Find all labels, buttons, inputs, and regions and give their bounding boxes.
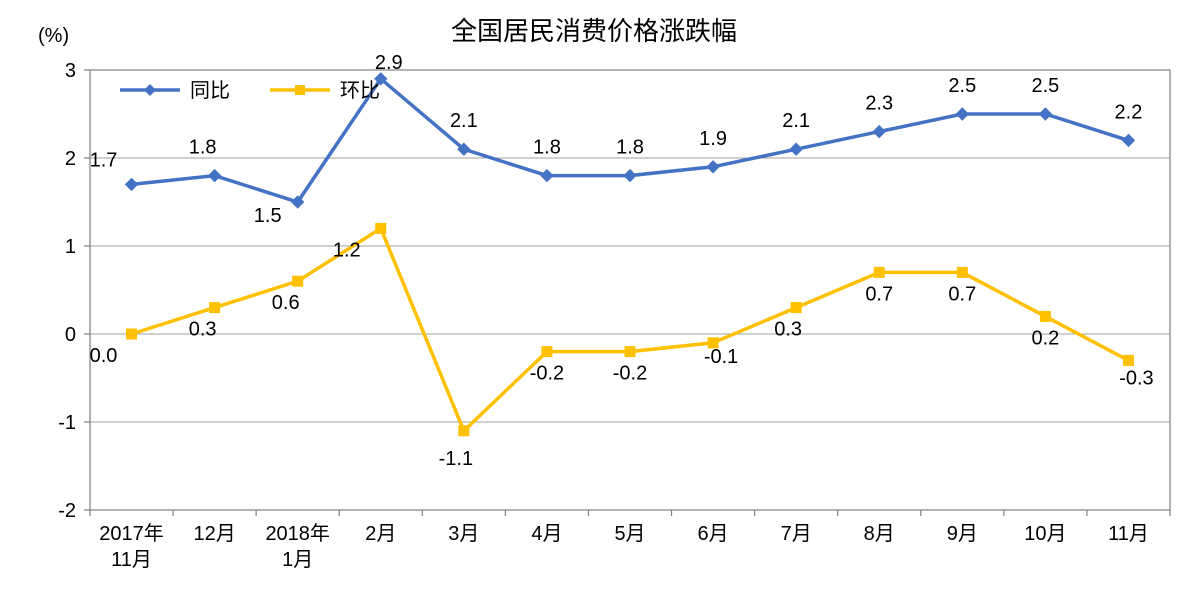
x-tick-label: 5月 bbox=[614, 523, 645, 545]
data-label-环比: -0.2 bbox=[613, 363, 647, 385]
marker-环比 bbox=[957, 267, 967, 277]
data-label-同比: 2.1 bbox=[782, 110, 810, 132]
legend-marker bbox=[295, 85, 305, 95]
x-tick-label: 2017年 bbox=[99, 522, 164, 545]
x-tick-label: 8月 bbox=[864, 523, 895, 545]
data-label-环比: 0.3 bbox=[774, 319, 802, 341]
data-label-环比: 0.3 bbox=[189, 319, 217, 341]
marker-环比 bbox=[293, 276, 303, 286]
marker-环比 bbox=[542, 347, 552, 357]
data-label-同比: 2.1 bbox=[450, 110, 478, 132]
x-tick-label: 1月 bbox=[282, 549, 313, 571]
y-tick-label: -1 bbox=[58, 412, 76, 434]
x-tick-label: 11月 bbox=[1108, 523, 1149, 545]
y-tick-label: 0 bbox=[65, 324, 76, 346]
data-label-环比: -0.3 bbox=[1119, 367, 1153, 389]
x-tick-label: 12月 bbox=[193, 523, 235, 545]
x-tick-label: 11月 bbox=[111, 549, 152, 571]
data-label-环比: -0.1 bbox=[704, 346, 738, 368]
y-tick-label: 3 bbox=[65, 60, 76, 82]
x-tick-label: 10月 bbox=[1024, 523, 1066, 545]
data-label-同比: 1.7 bbox=[90, 149, 118, 171]
marker-环比 bbox=[874, 267, 884, 277]
marker-环比 bbox=[1040, 311, 1050, 321]
data-label-同比: 2.5 bbox=[948, 75, 976, 97]
marker-环比 bbox=[1123, 355, 1133, 365]
marker-环比 bbox=[625, 347, 635, 357]
data-label-同比: 2.9 bbox=[375, 52, 403, 74]
data-label-环比: 0.0 bbox=[90, 345, 118, 367]
data-label-同比: 2.3 bbox=[865, 93, 893, 115]
data-label-环比: 0.7 bbox=[948, 283, 976, 305]
data-label-同比: 1.8 bbox=[533, 137, 561, 159]
data-label-同比: 1.5 bbox=[254, 205, 282, 227]
cpi-chart: 全国居民消费价格涨跌幅 (%) -2 -1 0 1 2 3 2017年 11月 12月 2018年 1月… bbox=[0, 0, 1188, 602]
data-label-同比: 1.8 bbox=[189, 137, 217, 159]
marker-环比 bbox=[127, 329, 137, 339]
marker-环比 bbox=[791, 303, 801, 313]
data-label-环比: -0.2 bbox=[530, 363, 564, 385]
y-tick-label: 1 bbox=[65, 236, 76, 258]
data-label-环比: 0.2 bbox=[1031, 327, 1059, 349]
legend-label: 环比 bbox=[340, 79, 380, 102]
y-unit-label: (%) bbox=[38, 25, 69, 47]
data-label-同比: 1.9 bbox=[699, 128, 727, 150]
data-label-环比: 0.7 bbox=[865, 283, 893, 305]
chart-title: 全国居民消费价格涨跌幅 bbox=[451, 16, 737, 46]
data-label-环比: -1.1 bbox=[439, 448, 473, 470]
marker-环比 bbox=[376, 223, 386, 233]
x-tick-label: 3月 bbox=[448, 523, 479, 545]
data-label-环比: 0.6 bbox=[272, 292, 300, 314]
x-tick-label: 6月 bbox=[698, 523, 729, 545]
y-tick-label: 2 bbox=[65, 148, 76, 170]
x-tick-label: 2月 bbox=[365, 523, 396, 545]
y-tick-label: -2 bbox=[58, 500, 76, 522]
data-label-同比: 1.8 bbox=[616, 137, 644, 159]
x-tick-label: 7月 bbox=[781, 523, 812, 545]
chart-svg: 全国居民消费价格涨跌幅 (%) -2 -1 0 1 2 3 2017年 11月 12月 2018年 1月… bbox=[0, 0, 1188, 602]
data-label-同比: 2.5 bbox=[1031, 75, 1059, 97]
data-label-环比: 1.2 bbox=[333, 239, 361, 261]
x-tick-label: 4月 bbox=[531, 523, 562, 545]
marker-环比 bbox=[210, 303, 220, 313]
x-tick-label: 2018年 bbox=[265, 522, 330, 545]
data-label-同比: 2.2 bbox=[1115, 101, 1143, 123]
x-tick-label: 9月 bbox=[947, 523, 978, 545]
marker-环比 bbox=[459, 426, 469, 436]
legend-label: 同比 bbox=[190, 79, 230, 102]
